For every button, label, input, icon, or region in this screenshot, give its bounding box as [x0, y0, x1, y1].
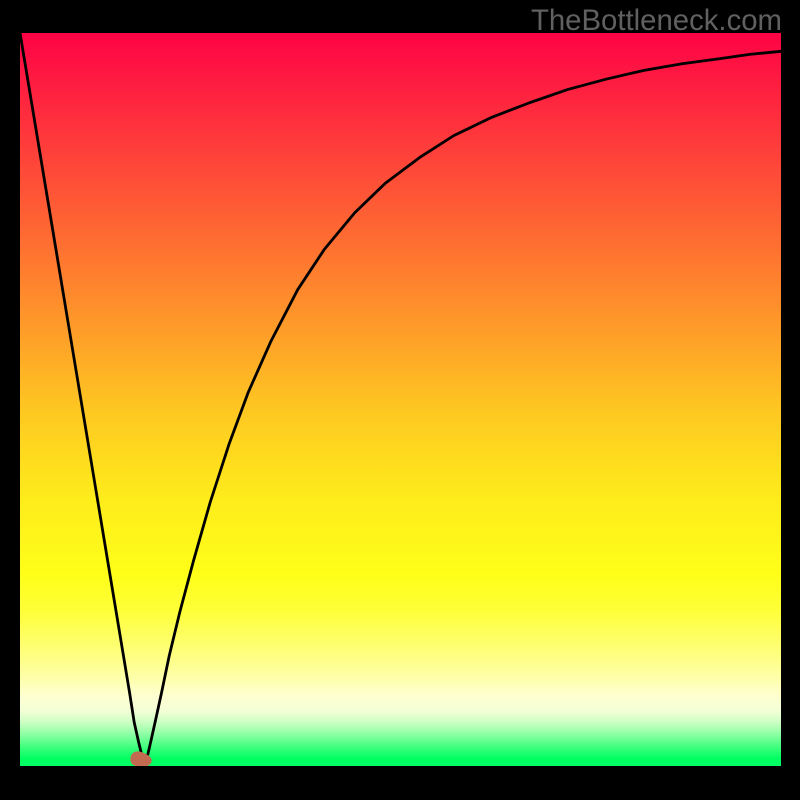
plot-svg: [20, 33, 781, 766]
watermark-text: TheBottleneck.com: [531, 4, 782, 38]
plot-area: [20, 33, 781, 766]
chart-stage: TheBottleneck.com: [0, 0, 800, 800]
gradient-background: [20, 33, 781, 766]
